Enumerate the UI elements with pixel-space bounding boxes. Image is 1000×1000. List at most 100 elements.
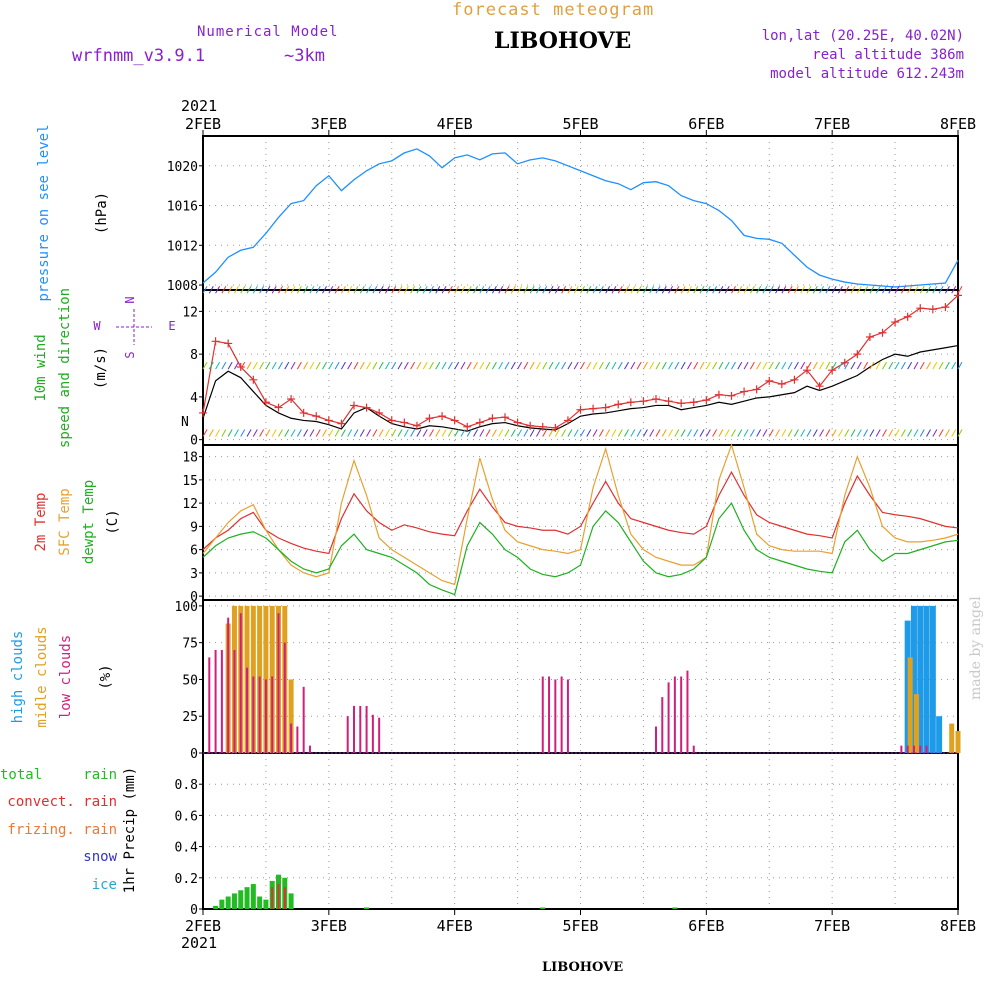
wind-gust-marker [916,304,925,313]
wind-direction-barb [850,429,856,437]
wind-direction-barb [611,429,617,437]
wind-direction-barb [554,285,560,294]
wind-gust-marker [287,395,296,404]
wind-direction-barb [416,285,422,294]
precip-bar [257,896,263,909]
wind-direction-barb [529,285,535,294]
cloud-bar [283,642,286,753]
wind-direction-barb [573,429,579,437]
wind-direction-barb [554,429,560,437]
wind-gust-marker [236,362,245,371]
wind-direction-barb [718,361,724,370]
wind-direction-barb [737,361,743,370]
compass-s-label: S [123,351,137,358]
wind-direction-barb [479,429,485,437]
cloud-bar [371,714,374,753]
precip-bar [238,890,244,909]
wind-direction-barb [378,429,384,437]
wind-direction-barb [642,361,648,370]
cloud-bar [296,726,299,753]
wind-direction-barb [208,361,214,370]
wind-direction-barb [561,285,567,294]
low-clouds-axis-label: low clouds [58,635,74,719]
wind-direction-barb [542,429,548,437]
wind-direction-barb [781,429,787,437]
wind-direction-barb [385,285,390,294]
wind-direction-barb [831,429,837,437]
wind-gust-marker [740,387,749,396]
wind-gust-marker [865,333,874,342]
cloud-bar [912,745,915,753]
wind-gust-marker [639,397,648,406]
wind-direction-barb [529,361,535,370]
wind-direction-barb [240,285,246,294]
wind-direction-barb [554,361,560,370]
wind-direction-barb [806,429,812,437]
wind-direction-barb [366,429,372,437]
wind-axis-label: speed and direction [57,288,73,448]
wind-direction-barb [359,285,365,294]
wind-direction-barb [221,361,227,370]
wind-direction-barb [687,361,692,370]
wind-gust-marker [614,400,623,409]
precip-legend-frizing: frizing. rain [7,822,117,838]
wind-direction-barb [215,429,221,437]
wind-direction-barb [705,429,711,437]
wind-gust-marker [199,408,207,417]
wind-direction-barb [397,361,403,370]
cloud-bar [346,716,349,753]
wind-direction-barb [202,429,208,437]
wind-direction-barb [705,361,711,370]
wind-direction-barb [491,429,497,437]
wind-direction-barb [504,285,510,294]
cloud-bar [949,723,955,753]
wind-direction-barb [290,429,296,437]
wind-direction-barb [586,429,592,437]
wind-direction-barb [825,429,831,437]
wind-direction-barb [580,429,585,437]
wind-gust-marker [626,398,635,407]
wind-direction-barb [636,361,642,370]
wind-direction-barb [913,429,919,437]
temp-2m-axis-label: 2m Temp [33,492,49,551]
wind-direction-barb [334,429,340,437]
wind-direction-barb [926,361,931,370]
wind-direction-barb [856,429,862,437]
wind-direction-barb [605,429,611,437]
wind-direction-barb [284,429,290,437]
wind-direction-barb [303,429,309,437]
wind-direction-barb [724,429,730,437]
panel-frame [202,135,959,291]
wind-direction-barb [410,429,416,437]
wind-gust-marker [777,380,786,389]
lonlat-label: lon,lat (20.25E, 40.02N) [761,28,964,44]
wind-direction-barb [510,361,516,370]
wind-direction-barb [844,429,850,437]
wind-direction-barb [731,285,736,294]
wind-direction-barb [441,361,447,370]
wind-direction-barb [938,285,944,294]
wind-gust-marker [689,398,698,407]
wind-direction-barb [542,285,548,294]
middle-clouds-axis-label: midle clouds [34,626,50,727]
wind-gust-marker [412,421,421,430]
wind-direction-barb [957,285,963,294]
wind-direction-barb [265,285,271,294]
precip-bar [244,887,250,909]
wind-direction-barb [882,285,887,294]
wind-direction-barb [598,361,604,370]
wind-direction-barb [611,361,617,370]
wind-direction-barb [768,429,774,437]
cloud-bar [277,613,280,753]
wind-gust-marker [828,366,837,375]
wind-direction-barb [838,361,843,370]
wind-direction-barb [347,361,353,370]
wind-direction-barb [888,429,894,437]
wind-direction-barb [900,285,906,294]
wind-direction-barb [353,429,359,437]
wind-direction-barb [592,285,598,294]
wind-gust-marker [727,391,736,400]
wind-direction-barb [416,361,422,370]
x-date-label-top: 6FEB [688,115,724,133]
cloud-bar [661,697,664,753]
